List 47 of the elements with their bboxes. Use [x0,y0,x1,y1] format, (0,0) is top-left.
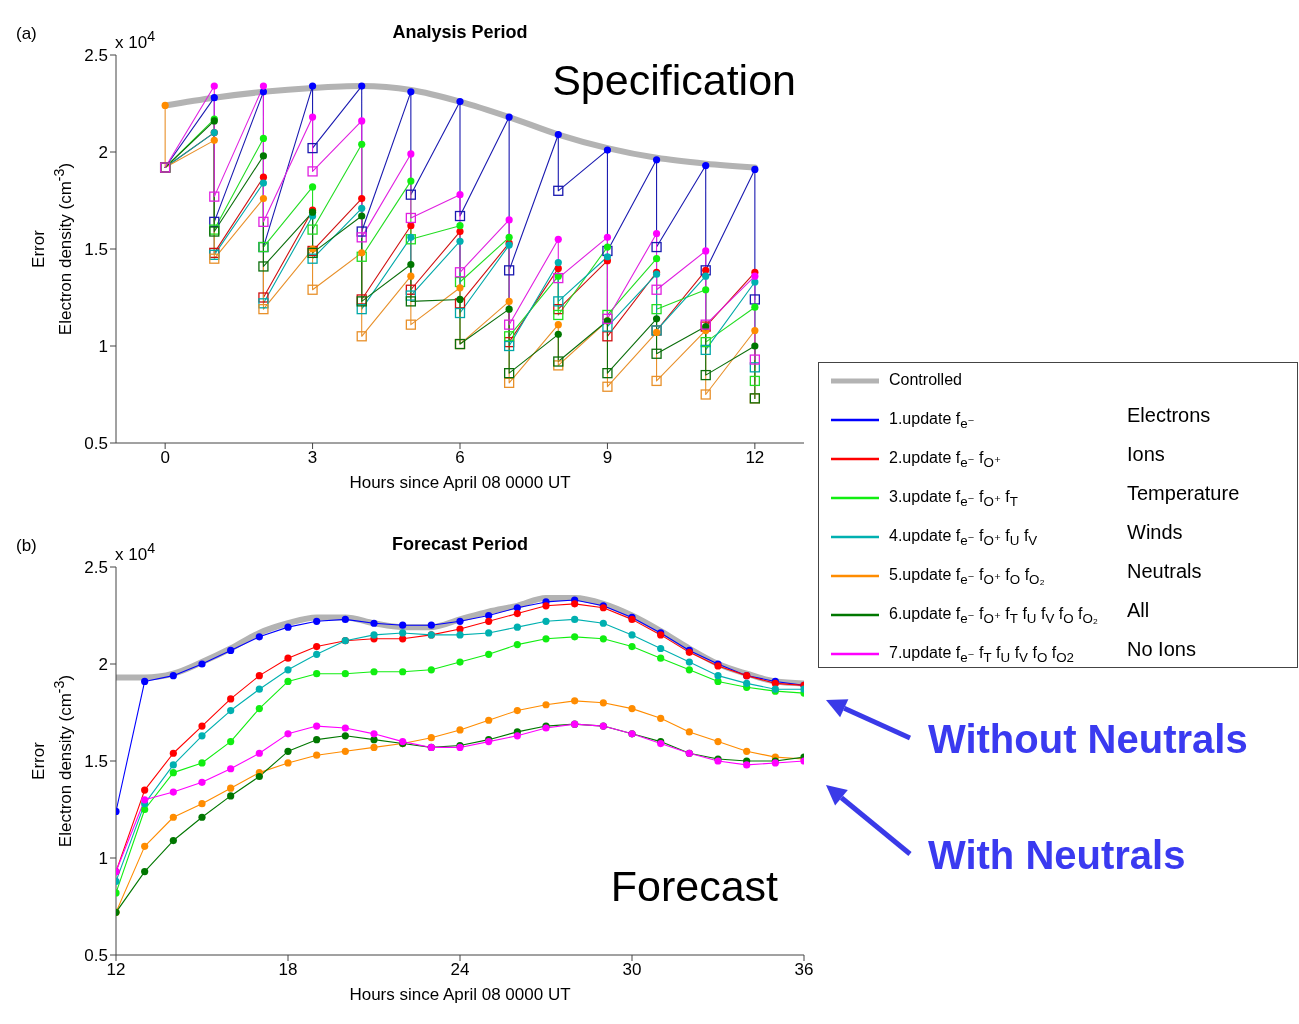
x-tick-label: 9 [602,448,613,468]
chart-title: Analysis Period [392,22,528,42]
legend-label: 2.update f$_{e⁻}$ f$_{O⁺}$ [889,448,1001,473]
x-axis-title: Hours since April 08 0000 UT [348,985,572,1005]
annotation: Specification [552,56,796,105]
legend-label: 4.update f$_{e⁻}$ f$_{O⁺}$ f$_{U}$ f$_{V}$ [889,526,1038,551]
text: (a) [16,24,37,44]
text: Winds [1127,521,1183,544]
x-tick-label: 0 [160,448,170,468]
y-tick-label: 2 [98,143,108,163]
text: All [1127,599,1150,622]
y-tick-label: 0.5 [84,434,108,454]
x-tick-label: 3 [307,448,318,468]
y-tick-label: 2.5 [84,558,108,578]
text: 7.update f$_{e⁻}$ f$_{T}$ f$_{U}$ f$_{V}$ f$_{O}$ f$_{O2}$ [889,644,1074,666]
x-tick-label: 30 [622,960,642,980]
legend-label: 1.update f$_{e⁻}$ [889,409,975,434]
text: Ions [1127,443,1165,466]
x-tick-label: 24 [450,960,470,980]
annotation: Forecast [610,862,778,911]
y-tick-label: 2.5 [84,46,108,66]
text: (b) [16,536,37,556]
text: x 10$^{4}$ [115,28,156,53]
text: Electrons [1127,404,1211,427]
x-tick-label: 18 [278,960,298,980]
text: x 10$^{4}$ [115,540,156,565]
x-tick-label: 12 [106,960,126,980]
text: Without Neutrals [928,717,1248,762]
legend-label: 5.update f$_{e⁻}$ f$_{O⁺}$ f$_{O}$ f$_{O₂}$ [889,565,1045,590]
text: With Neutrals [928,833,1186,878]
x-axis-title: Hours since April 08 0000 UT [348,473,572,493]
y-tick-label: 1 [98,849,108,869]
y-tick-label: 0.5 [84,946,108,966]
x-tick-label: 6 [455,448,465,468]
x-tick-label: 12 [745,448,765,468]
text: 6.update f$_{e⁻}$ f$_{O⁺}$ f$_{T}$ f$_{U}$ f$_{V}$ f$_{O}$ f$_{O₂}$ [889,605,1098,627]
legend-label: Controlled [889,370,962,390]
y-tick-label: 2 [98,655,108,675]
chart-title: Forecast Period [391,534,529,554]
y-tick-label: 1 [98,337,108,357]
text: Temperature [1127,482,1240,505]
text: Neutrals [1127,560,1202,583]
x-tick-label: 36 [794,960,814,980]
text: No Ions [1127,638,1196,661]
y-tick-label: 1.5 [84,240,108,260]
legend-label: 3.update f$_{e⁻}$ f$_{O⁺}$ f$_{T}$ [889,487,1018,512]
y-tick-label: 1.5 [84,752,108,772]
